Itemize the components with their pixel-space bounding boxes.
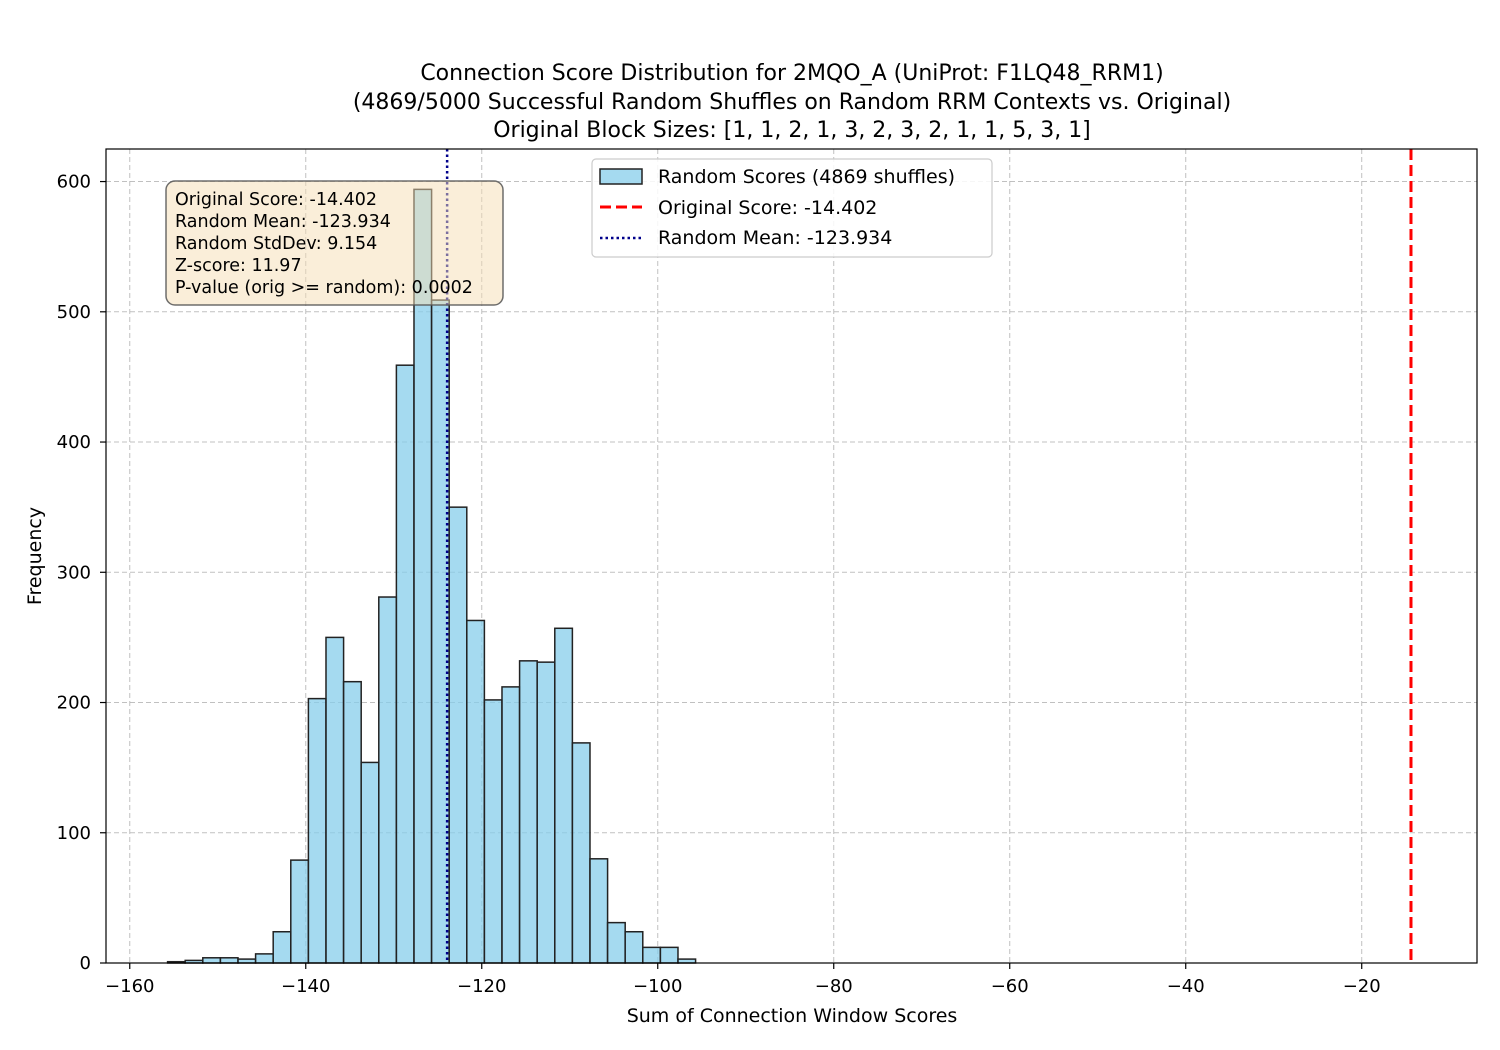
histogram-bar (448, 506, 468, 964)
x-tick-label: −140 (281, 976, 330, 997)
x-tick-label: −160 (105, 976, 154, 997)
histogram-bar (466, 619, 486, 964)
y-axis-ticks: 0 100 200 300 400 500 600 (57, 172, 106, 974)
y-tick-label: 600 (57, 172, 91, 193)
x-tick-label: −20 (1343, 976, 1381, 997)
histogram-bar (360, 761, 380, 964)
histogram-bar (483, 699, 503, 964)
histogram-bar (536, 661, 556, 964)
histogram-bar (307, 697, 327, 964)
legend-label-original: Original Score: -14.402 (658, 197, 877, 219)
histogram-bar (589, 858, 609, 964)
x-tick-label: −120 (457, 976, 506, 997)
legend-label-mean: Random Mean: -123.934 (658, 227, 892, 249)
stats-annotation-box: Original Score: -14.402 Random Mean: -12… (165, 180, 504, 306)
stats-random-stddev: Random StdDev: 9.154 (175, 234, 377, 254)
stats-box-background (165, 180, 504, 306)
histogram-bar (290, 859, 310, 964)
stats-original-score: Original Score: -14.402 (175, 190, 377, 210)
stats-z-score: Z-score: 11.97 (175, 256, 302, 276)
reference-lines (445, 149, 1413, 963)
legend-label-histogram: Random Scores (4869 shuffles) (658, 166, 955, 188)
histogram-bar (395, 364, 415, 964)
y-tick-label: 400 (57, 432, 91, 453)
y-tick-label: 100 (57, 823, 91, 844)
histogram-bar (501, 686, 521, 964)
histogram-bar (430, 299, 450, 964)
y-tick-label: 300 (57, 562, 91, 583)
x-tick-label: −80 (815, 976, 853, 997)
histogram-bar (554, 627, 574, 964)
histogram-bar (325, 636, 345, 964)
title-line-2: (4869/5000 Successful Random Shuffles on… (353, 90, 1231, 115)
title-line-3: Original Block Sizes: [1, 1, 2, 1, 3, 2,… (493, 118, 1091, 143)
x-axis-ticks: −160 −140 −120 −100 −80 −60 −40 −20 (105, 963, 1381, 997)
y-tick-label: 500 (57, 302, 91, 323)
histogram-bar (272, 930, 292, 964)
histogram-bar (342, 680, 362, 964)
histogram-bar (659, 946, 679, 964)
histogram-bar (571, 742, 591, 964)
histogram-bar (518, 660, 538, 964)
histogram-bar (202, 957, 222, 964)
histogram-bar (254, 953, 274, 964)
histogram-bar (624, 930, 644, 964)
legend-frame (591, 158, 993, 258)
y-tick-label: 0 (80, 953, 91, 974)
x-axis-label: Sum of Connection Window Scores (627, 1005, 958, 1027)
stats-random-mean: Random Mean: -123.934 (175, 212, 391, 232)
chart-title: Connection Score Distribution for 2MQO_A… (353, 61, 1231, 143)
legend: Random Scores (4869 shuffles) Original S… (591, 158, 993, 258)
histogram-bar (606, 921, 626, 964)
histogram-bar (219, 957, 239, 964)
stats-p-value: P-value (orig >= random): 0.0002 (175, 278, 473, 298)
x-tick-label: −40 (1167, 976, 1205, 997)
legend-swatch-histogram (599, 168, 643, 185)
title-line-1: Connection Score Distribution for 2MQO_A… (420, 61, 1163, 86)
y-tick-label: 200 (57, 693, 91, 714)
x-tick-label: −60 (991, 976, 1029, 997)
x-tick-label: −100 (633, 976, 682, 997)
plot-frame (105, 148, 1478, 964)
histogram-bar (378, 596, 398, 964)
y-axis-label: Frequency (24, 507, 46, 605)
histogram-bar (642, 946, 662, 964)
